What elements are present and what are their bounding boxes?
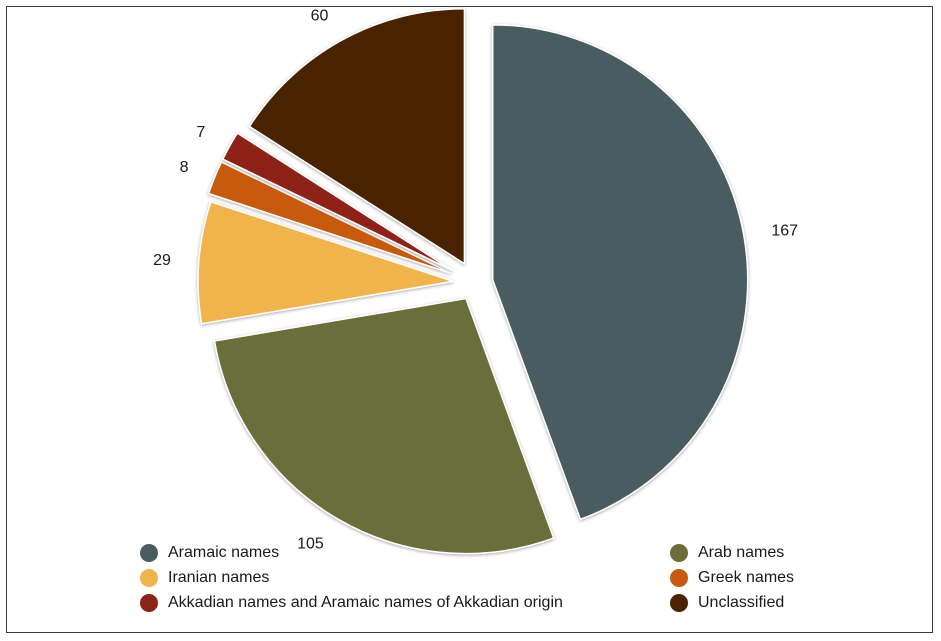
legend-swatch-greek [670,569,688,587]
slice-akkadian [221,132,453,271]
data-label-greek: 8 [180,159,189,176]
slice-unclassified [248,7,466,266]
legend-swatch-akkadian [140,594,158,612]
slice-greek [207,161,452,274]
legend-label-arab: Arab names [698,544,785,561]
legend-label-iranian: Iranian names [168,569,270,586]
legend-label-akkadian: Akkadian names and Aramaic names of Akka… [168,594,563,611]
legend: Aramaic names Arab names Iranian names G… [140,544,840,616]
legend-item-aramaic: Aramaic names [140,544,279,562]
legend-item-akkadian: Akkadian names and Aramaic names of Akka… [140,594,563,612]
legend-swatch-arab [670,544,688,562]
data-label-unclassified: 60 [311,8,329,25]
legend-item-unclassified: Unclassified [670,594,784,612]
legend-label-greek: Greek names [698,569,795,586]
data-label-iranian: 29 [153,252,171,269]
slice-aramaic [491,24,749,521]
legend-label-unclassified: Unclassified [698,594,785,611]
legend-item-arab: Arab names [670,544,784,562]
data-label-aramaic: 167 [771,222,798,239]
data-label-arab: 105 [297,535,324,552]
slice-arab [213,297,555,555]
legend-swatch-aramaic [140,544,158,562]
slice-iranian [197,200,454,325]
legend-swatch-iranian [140,569,158,587]
legend-item-iranian: Iranian names [140,569,269,587]
legend-item-greek: Greek names [670,569,794,587]
data-label-akkadian: 7 [196,124,205,141]
legend-swatch-unclassified [670,594,688,612]
legend-label-aramaic: Aramaic names [168,544,280,561]
